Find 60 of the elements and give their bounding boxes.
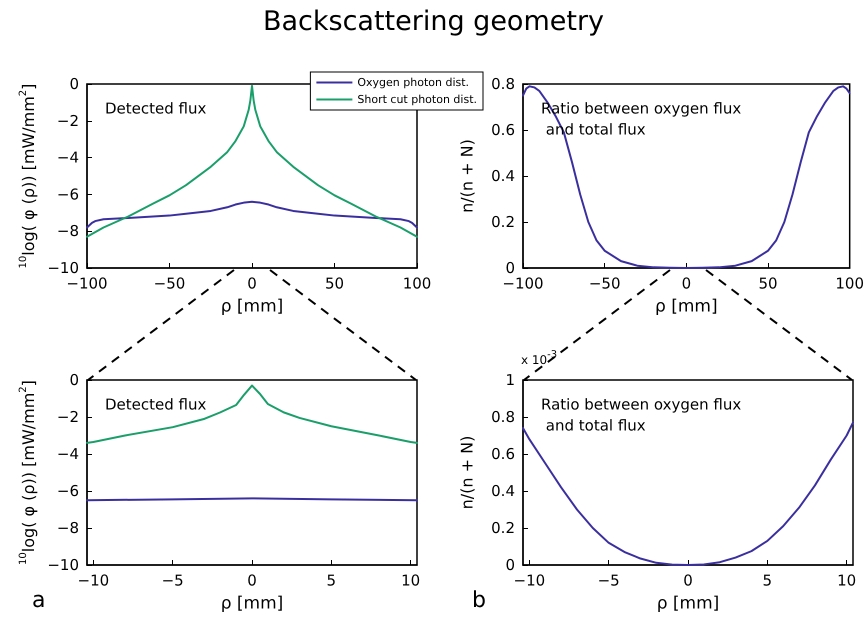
- x-tick-label: −5: [598, 572, 620, 590]
- y-tick-label: 0.8: [491, 75, 515, 93]
- x-tick-label: −50: [154, 274, 186, 292]
- y-tick-label: 0: [505, 556, 515, 574]
- y-tick-label: −4: [56, 148, 79, 167]
- y-axis-title: n/(n + N): [458, 139, 476, 213]
- y-tick-label: 0: [69, 371, 79, 389]
- y-tick-label: −2: [56, 408, 79, 426]
- annotation: Detected flux: [105, 100, 206, 118]
- y-axis-title: 10log( φ (ρ)) [mW/mm2]: [18, 380, 38, 565]
- x-tick-label: 0: [683, 572, 693, 590]
- x-axis-title: ρ [mm]: [220, 594, 284, 614]
- y-tick-label: −2: [56, 112, 79, 130]
- y-tick-label: −8: [56, 519, 79, 537]
- y-axis-title: 10log( φ (ρ)) [mW/mm2]: [18, 84, 38, 268]
- annotation: Detected flux: [105, 396, 206, 414]
- y-tick-label: 1: [505, 371, 515, 389]
- x-tick-label: −100: [66, 274, 108, 292]
- x-tick-label: −100: [502, 274, 544, 292]
- y-tick-label: 0.4: [491, 482, 515, 500]
- x-tick-label: −5: [162, 572, 184, 590]
- x-tick-label: 0: [682, 274, 692, 292]
- x-tick-label: 0: [247, 572, 257, 590]
- x-tick-label: 5: [762, 572, 772, 590]
- line-series: [522, 85, 851, 269]
- text: a: [32, 588, 46, 613]
- y-tick-label: −4: [56, 445, 79, 463]
- x-tick-label: 100: [402, 274, 432, 292]
- text: b: [472, 588, 486, 613]
- x-tick-label: 0: [247, 274, 257, 292]
- x-axis-title: ρ [mm]: [220, 296, 284, 316]
- x-tick-label: 50: [758, 274, 778, 292]
- y-tick-label: 0.6: [491, 445, 515, 463]
- y-tick-label: −6: [56, 482, 79, 500]
- y-tick-label: −10: [47, 259, 79, 277]
- x-tick-label: −50: [588, 274, 620, 292]
- x-tick-label: 100: [835, 274, 864, 292]
- y-tick-label: −8: [56, 222, 79, 240]
- x-axis-title: ρ [mm]: [656, 594, 720, 614]
- y-axis-title: n/(n + N): [458, 436, 476, 510]
- annotation: Ratio between oxygen flux and total flux: [541, 396, 742, 434]
- y-tick-label: 0: [69, 75, 79, 93]
- y-tick-label: 0.6: [491, 121, 515, 139]
- y-tick-label: 0: [505, 259, 515, 277]
- line-series: [86, 200, 418, 229]
- x-tick-label: 10: [401, 572, 420, 590]
- line-series: [86, 384, 418, 444]
- legend-label: Short cut photon dist.: [357, 93, 478, 106]
- chart-title: Backscattering geometry: [262, 6, 606, 37]
- y-tick-label: 0.2: [491, 519, 515, 537]
- y-tick-label: −6: [56, 185, 79, 204]
- x-tick-label: 5: [326, 572, 336, 590]
- y-tick-label: 0.4: [491, 167, 515, 185]
- x-tick-label: 10: [837, 572, 856, 590]
- y-tick-label: 0.8: [491, 408, 515, 426]
- y-tick-label: 0.2: [491, 213, 515, 231]
- legend-label: Oxygen photon dist.: [357, 76, 470, 89]
- x-tick-label: 50: [324, 274, 344, 292]
- x-axis-title: ρ [mm]: [655, 296, 718, 316]
- y-tick-label: −10: [47, 556, 79, 574]
